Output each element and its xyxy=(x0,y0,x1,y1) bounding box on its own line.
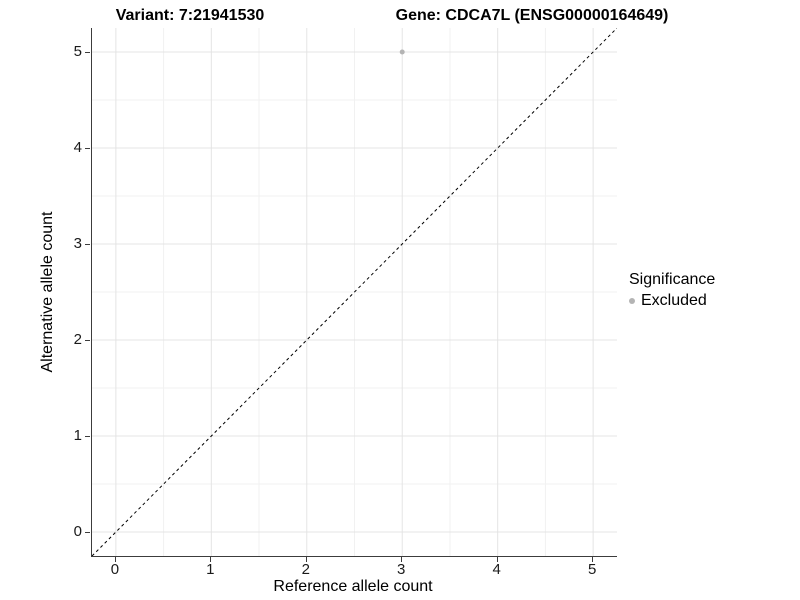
y-tick-mark xyxy=(85,436,90,437)
x-tick-mark xyxy=(401,557,403,562)
legend-point-icon xyxy=(629,298,635,304)
x-tick-label: 1 xyxy=(206,561,215,578)
x-tick-mark xyxy=(496,557,498,562)
x-tick-mark xyxy=(210,557,212,562)
x-tick-label: 5 xyxy=(587,561,597,578)
y-tick-mark xyxy=(85,340,90,341)
legend-item: Excluded xyxy=(629,292,715,310)
y-tick-mark xyxy=(85,244,90,245)
y-tick-label: 5 xyxy=(73,43,82,60)
y-tick-label: 2 xyxy=(73,331,82,348)
x-tick-label: 0 xyxy=(110,561,120,578)
plot-canvas xyxy=(92,28,617,556)
y-tick-mark xyxy=(85,52,90,53)
data-point xyxy=(399,49,405,55)
x-tick-label: 4 xyxy=(492,561,501,578)
legend-items: Excluded xyxy=(629,292,715,310)
y-tick-label: 4 xyxy=(73,139,82,156)
gene-title: Gene: CDCA7L (ENSG00000164649) xyxy=(395,7,669,24)
y-tick-mark xyxy=(85,148,90,149)
x-tick-mark xyxy=(305,557,307,562)
y-tick-label: 0 xyxy=(73,523,82,540)
variant-title: Variant: 7:21941530 xyxy=(115,7,265,24)
plot-panel xyxy=(91,28,617,557)
legend: Significance Excluded xyxy=(629,271,715,310)
y-axis-title: Alternative allele count xyxy=(39,211,56,373)
x-tick-mark xyxy=(592,557,594,562)
x-tick-label: 3 xyxy=(397,561,406,578)
y-tick-label: 3 xyxy=(73,235,82,252)
legend-title: Significance xyxy=(629,271,716,288)
y-tick-label: 1 xyxy=(73,427,82,444)
x-tick-mark xyxy=(114,557,116,562)
x-tick-label: 2 xyxy=(301,561,310,578)
x-axis-title: Reference allele count xyxy=(273,578,433,595)
y-tick-mark xyxy=(85,532,90,533)
identity-line xyxy=(92,28,617,556)
legend-item-label: Excluded xyxy=(641,292,707,309)
